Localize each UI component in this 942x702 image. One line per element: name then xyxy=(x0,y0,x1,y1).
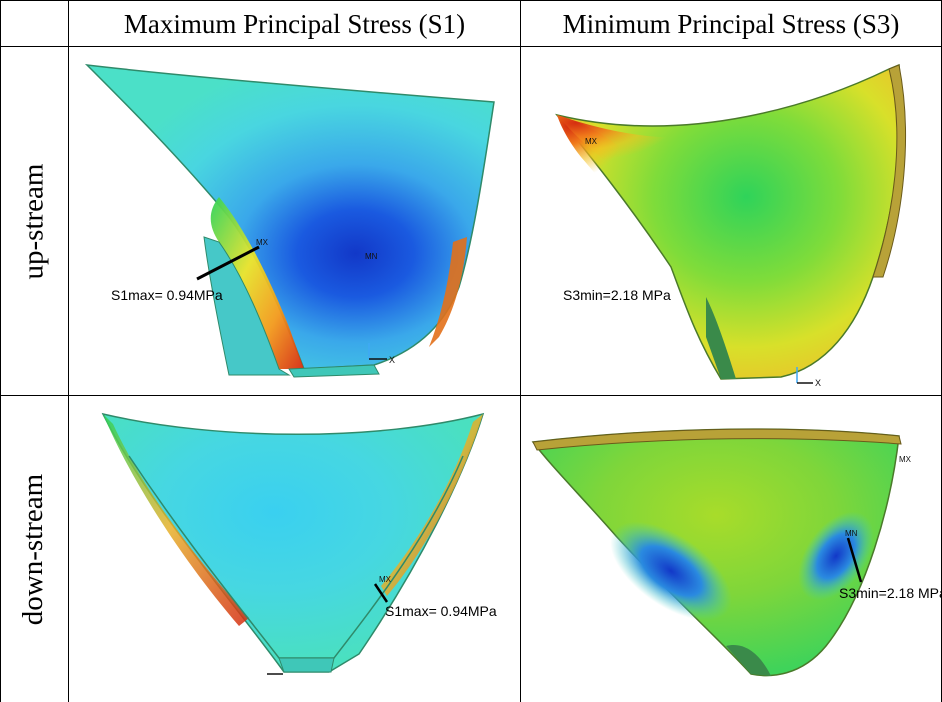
shell-base-flank xyxy=(203,236,291,376)
annotation-upstream-s3: S3min=2.18 MPa xyxy=(563,287,671,303)
header-s3: Minimum Principal Stress (S3) xyxy=(562,8,900,39)
contour-upstream-s1: MX MN X xyxy=(84,64,495,378)
row-label-upstream: up-stream xyxy=(0,47,68,395)
annotation-downstream-s1: S1max= 0.94MPa xyxy=(385,603,497,619)
max-marker: MX xyxy=(379,575,392,584)
stress-hot-zone-upper xyxy=(557,115,751,194)
min-marker: MN xyxy=(845,529,858,538)
axis-triad: X xyxy=(796,367,821,388)
leader-line xyxy=(373,583,389,603)
contour-upstream-s3: MX X xyxy=(555,63,907,388)
max-marker: MX xyxy=(899,455,912,464)
table-divider-middle xyxy=(520,0,521,702)
table-divider-header xyxy=(0,46,942,47)
cell-downstream-s1: MX S1max= 0.94MPa xyxy=(69,396,520,702)
stress-band-left xyxy=(103,414,249,626)
svg-text:X: X xyxy=(389,355,395,365)
header-s1: Maximum Principal Stress (S1) xyxy=(123,8,466,39)
max-marker: MX xyxy=(256,238,269,247)
svg-text:X: X xyxy=(815,378,821,388)
shell-surface xyxy=(84,64,495,370)
stress-band-right xyxy=(381,414,483,596)
shell-base xyxy=(278,657,335,673)
stress-band-right xyxy=(429,237,467,347)
cell-upstream-s3: MX X S3min=2.18 MPa xyxy=(521,47,941,395)
annotation-upstream-s1: S1max= 0.94MPa xyxy=(111,287,223,303)
row-label-downstream: down-stream xyxy=(0,396,68,702)
cell-upstream-s1: MX MN X S1max= 0.94MPa xyxy=(69,47,520,395)
table-divider-label-col xyxy=(68,0,69,702)
stress-band-left xyxy=(210,197,304,369)
max-marker: MX xyxy=(585,137,598,146)
shell-rim xyxy=(872,64,907,278)
shell-rim xyxy=(532,428,902,451)
stress-cold-zone-right xyxy=(798,511,874,601)
shell-base-flank xyxy=(706,297,736,379)
row-label-upstream-text: up-stream xyxy=(17,163,50,279)
leader-line xyxy=(846,537,863,583)
shell-surface xyxy=(101,412,485,673)
contour-downstream-s1: MX xyxy=(101,412,485,675)
stress-cold-zone-left xyxy=(610,521,732,621)
shell-base xyxy=(288,364,380,378)
shell-surface xyxy=(555,63,902,380)
axis-triad: X xyxy=(368,343,395,365)
contour-downstream-s3: MN MX xyxy=(531,428,912,677)
min-marker: MN xyxy=(365,252,378,261)
table-divider-rows xyxy=(0,395,942,396)
table-border-left xyxy=(0,0,1,702)
leader-line xyxy=(196,245,260,281)
annotation-downstream-s3: S3min=2.18 MPa xyxy=(839,585,941,601)
row-label-downstream-text: down-stream xyxy=(17,473,50,625)
table-border-top xyxy=(0,0,942,1)
shell-base xyxy=(726,645,771,676)
cell-downstream-s3: MN MX S3min=2.18 MPa xyxy=(521,396,941,702)
